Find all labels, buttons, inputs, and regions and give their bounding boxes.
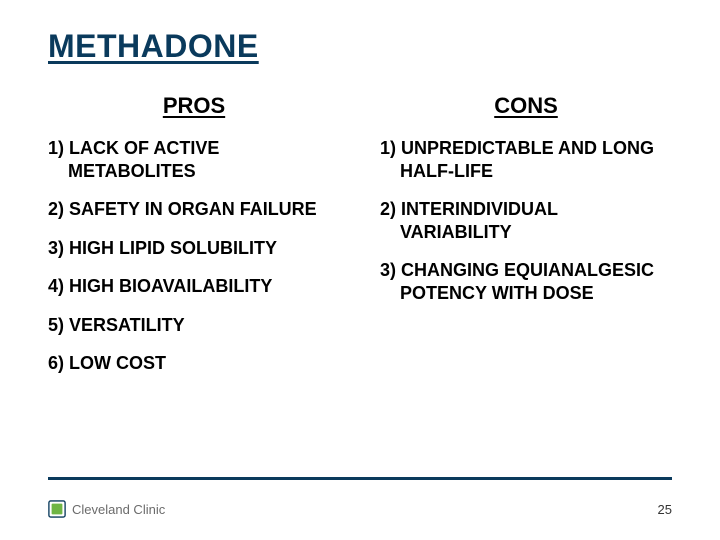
list-item: 3) CHANGING EQUIANALGESIC POTENCY WITH D… <box>380 259 672 304</box>
slide-title: METHADONE <box>48 28 672 65</box>
list-item: 6) LOW COST <box>48 352 340 375</box>
logo: Cleveland Clinic <box>48 500 165 518</box>
list-item: 3) HIGH LIPID SOLUBILITY <box>48 237 340 260</box>
footer-rule <box>48 477 672 480</box>
list-item: 2) INTERINDIVIDUAL VARIABILITY <box>380 198 672 243</box>
footer: Cleveland Clinic 25 <box>48 500 672 518</box>
pros-header: PROS <box>48 93 340 119</box>
logo-text: Cleveland Clinic <box>72 502 165 517</box>
list-item: 1) UNPREDICTABLE AND LONG HALF-LIFE <box>380 137 672 182</box>
logo-icon <box>48 500 66 518</box>
slide: METHADONE PROS 1) LACK OF ACTIVE METABOL… <box>0 0 720 540</box>
list-item: 4) HIGH BIOAVAILABILITY <box>48 275 340 298</box>
list-item: 1) LACK OF ACTIVE METABOLITES <box>48 137 340 182</box>
cons-column: CONS 1) UNPREDICTABLE AND LONG HALF-LIFE… <box>380 93 672 391</box>
pros-column: PROS 1) LACK OF ACTIVE METABOLITES 2) SA… <box>48 93 340 391</box>
page-number: 25 <box>658 502 672 517</box>
list-item: 5) VERSATILITY <box>48 314 340 337</box>
list-item: 2) SAFETY IN ORGAN FAILURE <box>48 198 340 221</box>
columns: PROS 1) LACK OF ACTIVE METABOLITES 2) SA… <box>48 93 672 391</box>
cons-header: CONS <box>380 93 672 119</box>
